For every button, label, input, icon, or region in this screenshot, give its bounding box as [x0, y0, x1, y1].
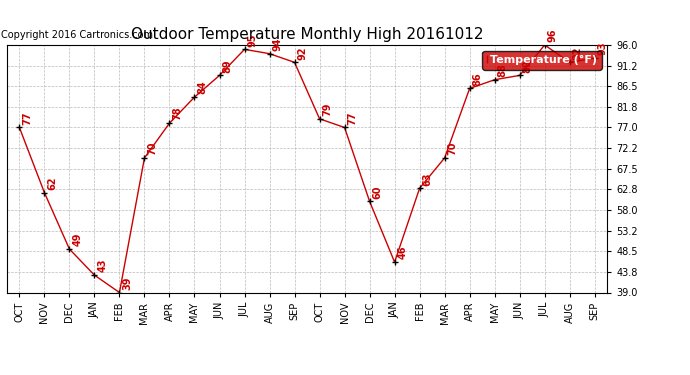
Text: 77: 77 [22, 111, 32, 125]
Text: 46: 46 [397, 246, 407, 259]
Title: Outdoor Temperature Monthly High 20161012: Outdoor Temperature Monthly High 2016101… [131, 27, 483, 42]
Text: 78: 78 [172, 107, 182, 120]
Text: 70: 70 [447, 142, 457, 155]
Text: Copyright 2016 Cartronics.com: Copyright 2016 Cartronics.com [1, 30, 153, 40]
Text: 92: 92 [573, 46, 582, 60]
Text: 49: 49 [72, 233, 82, 246]
Text: 77: 77 [347, 111, 357, 125]
Text: 89: 89 [222, 59, 233, 73]
Text: 60: 60 [373, 185, 382, 198]
Text: 84: 84 [197, 81, 207, 94]
Text: 89: 89 [522, 59, 533, 73]
Text: 39: 39 [122, 276, 132, 290]
Text: 86: 86 [473, 72, 482, 86]
Text: 94: 94 [273, 38, 282, 51]
Text: 95: 95 [247, 33, 257, 46]
Text: 79: 79 [322, 102, 333, 116]
Text: 92: 92 [297, 46, 307, 60]
Text: 63: 63 [422, 172, 433, 186]
Text: 88: 88 [497, 63, 507, 77]
Text: 96: 96 [547, 29, 558, 42]
Text: 43: 43 [97, 259, 107, 272]
Legend: Temperature (°F): Temperature (°F) [482, 51, 602, 69]
Text: 93: 93 [598, 42, 607, 55]
Text: 70: 70 [147, 142, 157, 155]
Text: 62: 62 [47, 176, 57, 190]
